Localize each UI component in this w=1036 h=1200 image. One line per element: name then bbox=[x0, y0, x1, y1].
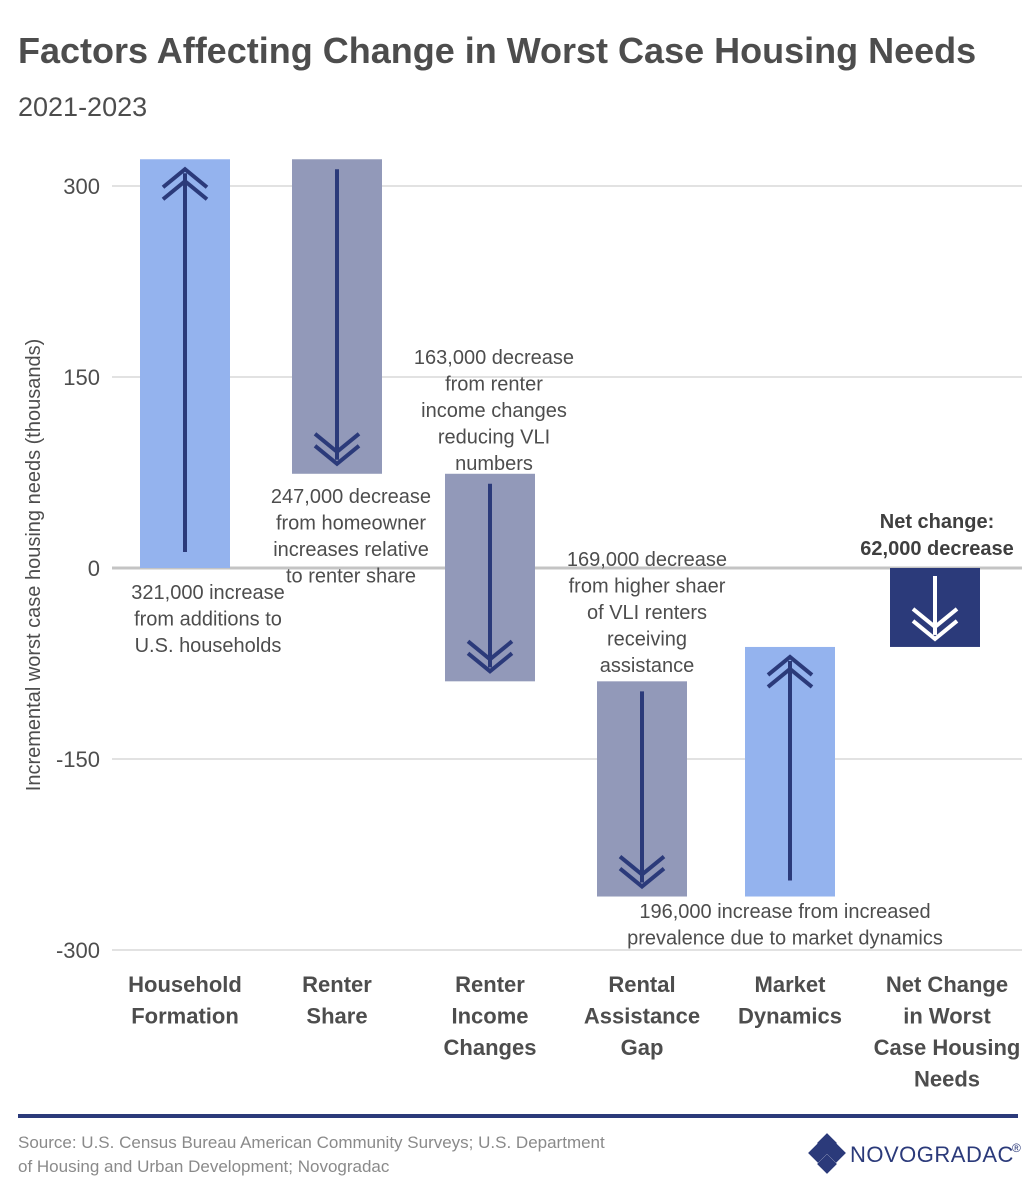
source-line: Source: U.S. Census Bureau American Comm… bbox=[18, 1133, 605, 1152]
y-axis-label: Incremental worst case housing needs (th… bbox=[23, 339, 45, 791]
category-label: Renter Income Changes bbox=[444, 972, 537, 1060]
y-tick-label: 150 bbox=[63, 365, 100, 390]
annotation: 321,000 increase from additions to U.S. ho… bbox=[131, 582, 284, 657]
annotation: 163,000 decrease from renter income change… bbox=[414, 347, 574, 475]
annotation: 247,000 decrease from homeowner increases … bbox=[271, 486, 431, 588]
y-axis-ticks: 300 150 0 -150 -300 bbox=[56, 174, 100, 963]
annotation: 196,000 increase from increased prevalenc… bbox=[627, 901, 943, 950]
chart-title: Factors Affecting Change in Worst Case H… bbox=[18, 30, 976, 71]
bars bbox=[140, 159, 980, 897]
diamond-logo-icon bbox=[808, 1133, 846, 1174]
y-tick-label: 0 bbox=[88, 556, 100, 581]
category-labels: Household Formation Renter Share Renter Incom… bbox=[128, 972, 1020, 1092]
source-note: Source: U.S. Census Bureau American Comm… bbox=[18, 1133, 605, 1176]
y-tick-label: -150 bbox=[56, 747, 100, 772]
arrow-up-icon bbox=[766, 654, 814, 881]
novogradac-logo: NOVOGRADAC ® bbox=[808, 1133, 1021, 1174]
y-tick-label: 300 bbox=[63, 174, 100, 199]
category-label: Rental Assistance Gap bbox=[584, 972, 700, 1060]
source-line: of Housing and Urban Development; Novogr… bbox=[18, 1157, 390, 1176]
arrow-down-icon bbox=[911, 576, 959, 642]
annotation: Net change: 62,000 decrease bbox=[860, 511, 1013, 560]
category-label: Market Dynamics bbox=[738, 972, 842, 1029]
registered-mark: ® bbox=[1012, 1141, 1021, 1155]
arrow-up-icon bbox=[161, 166, 209, 552]
gridlines bbox=[112, 185, 1022, 951]
annotations: 321,000 increase from additions to U.S. ho… bbox=[131, 347, 1013, 950]
logo-text: NOVOGRADAC bbox=[850, 1142, 1014, 1167]
category-label: Household Formation bbox=[128, 972, 242, 1029]
chart-subtitle: 2021-2023 bbox=[18, 92, 147, 122]
annotation: 169,000 decrease from higher shaer of VLI … bbox=[567, 549, 727, 677]
arrow-down-icon bbox=[313, 169, 361, 467]
arrows bbox=[161, 166, 959, 890]
arrow-down-icon bbox=[618, 691, 666, 890]
arrow-down-icon bbox=[466, 483, 514, 674]
y-tick-label: -300 bbox=[56, 938, 100, 963]
category-label: Renter Share bbox=[302, 972, 372, 1029]
category-label: Net Change in Worst Case Housing Needs bbox=[874, 972, 1021, 1092]
